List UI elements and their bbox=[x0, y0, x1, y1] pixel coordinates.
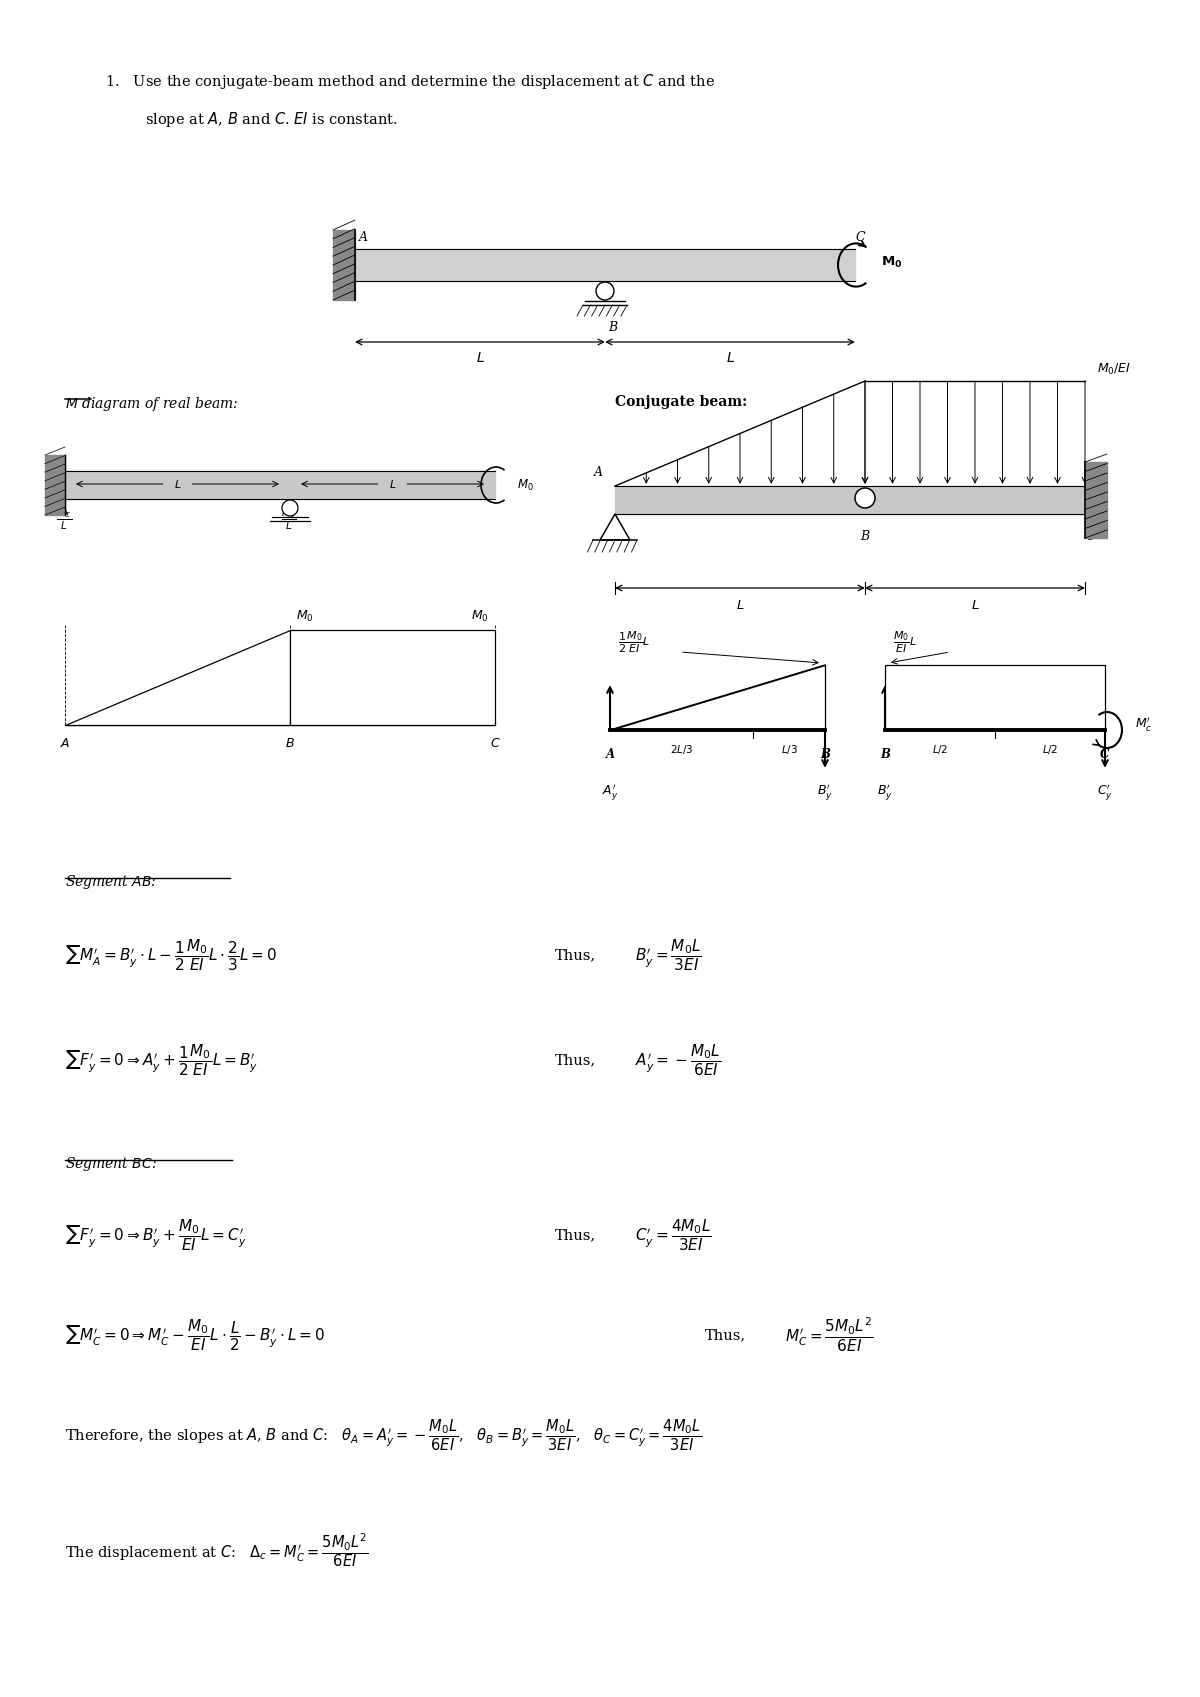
Text: $L$: $L$ bbox=[726, 351, 734, 365]
Text: $M_C^\prime = \dfrac{5M_0 L^2}{6EI}$: $M_C^\prime = \dfrac{5M_0 L^2}{6EI}$ bbox=[785, 1315, 874, 1354]
Text: B: B bbox=[608, 321, 618, 334]
Text: $\sum M_C^\prime = 0 \Rightarrow M_C^\prime - \dfrac{M_0}{EI}L \cdot \dfrac{L}{2: $\sum M_C^\prime = 0 \Rightarrow M_C^\pr… bbox=[65, 1317, 325, 1353]
Text: B: B bbox=[880, 748, 890, 760]
Text: Therefore, the slopes at $A$, $B$ and $C$:   $\theta_A = A_y^\prime = -\dfrac{M_: Therefore, the slopes at $A$, $B$ and $C… bbox=[65, 1417, 702, 1453]
Text: $\dfrac{M_0}{L}$: $\dfrac{M_0}{L}$ bbox=[281, 507, 296, 533]
Bar bbox=[46, 455, 65, 514]
Text: $L$: $L$ bbox=[736, 599, 744, 613]
Circle shape bbox=[596, 282, 614, 300]
Bar bbox=[616, 485, 1085, 514]
Text: $M$ diagram of real beam:: $M$ diagram of real beam: bbox=[65, 395, 239, 412]
Text: C: C bbox=[1085, 529, 1094, 543]
Text: $M_0$: $M_0$ bbox=[296, 609, 313, 624]
Text: The displacement at $C$:   $\Delta_c = M_C^\prime = \dfrac{5M_0 L^2}{6EI}$: The displacement at $C$: $\Delta_c = M_C… bbox=[65, 1531, 368, 1570]
Text: A: A bbox=[606, 748, 614, 760]
Text: $M_0$: $M_0$ bbox=[472, 609, 490, 624]
Text: $B$: $B$ bbox=[286, 736, 295, 750]
Text: $L$: $L$ bbox=[475, 351, 485, 365]
Polygon shape bbox=[610, 665, 826, 730]
Text: Thus,: Thus, bbox=[706, 1329, 746, 1342]
Text: $2L/3$: $2L/3$ bbox=[670, 743, 694, 755]
Text: A: A bbox=[359, 231, 367, 244]
Text: $\dfrac{M_0}{EI}L$: $\dfrac{M_0}{EI}L$ bbox=[893, 630, 917, 655]
Text: $B_{y}^{\prime}$: $B_{y}^{\prime}$ bbox=[877, 782, 893, 803]
Text: Segment $BC$:: Segment $BC$: bbox=[65, 1156, 157, 1173]
Text: Conjugate beam:: Conjugate beam: bbox=[616, 395, 748, 409]
Text: $A$: $A$ bbox=[60, 736, 70, 750]
Circle shape bbox=[282, 501, 298, 516]
Bar bbox=[332, 231, 355, 300]
Polygon shape bbox=[290, 630, 496, 725]
Bar bbox=[886, 665, 1105, 730]
Text: 1.   Use the conjugate-beam method and determine the displacement at $C$ and the: 1. Use the conjugate-beam method and det… bbox=[106, 71, 715, 92]
Text: $L$: $L$ bbox=[389, 479, 396, 490]
Text: $L/3$: $L/3$ bbox=[781, 743, 798, 755]
Text: $\sum F_y^\prime = 0 \Rightarrow B_y^\prime + \dfrac{M_0}{EI}L = C_y^\prime$: $\sum F_y^\prime = 0 \Rightarrow B_y^\pr… bbox=[65, 1217, 247, 1252]
Text: $B_{y}^{\prime}$: $B_{y}^{\prime}$ bbox=[817, 782, 833, 803]
Bar bbox=[1085, 462, 1108, 538]
Text: $A_{y}^{\prime}$: $A_{y}^{\prime}$ bbox=[601, 782, 618, 803]
Circle shape bbox=[854, 489, 875, 507]
Text: B: B bbox=[820, 748, 830, 760]
Text: $\dfrac{M_C}{L}$: $\dfrac{M_C}{L}$ bbox=[56, 507, 72, 533]
Text: $C_{y}^{\prime}$: $C_{y}^{\prime}$ bbox=[1097, 782, 1114, 803]
Text: $L/2$: $L/2$ bbox=[1042, 743, 1058, 755]
Text: C: C bbox=[1100, 748, 1110, 760]
Text: $M_0$: $M_0$ bbox=[517, 477, 534, 492]
Text: Thus,: Thus, bbox=[554, 949, 596, 962]
Text: $C$: $C$ bbox=[490, 736, 500, 750]
Text: $\dfrac{1}{2}\dfrac{M_0}{EI}L$: $\dfrac{1}{2}\dfrac{M_0}{EI}L$ bbox=[618, 630, 650, 655]
Text: C: C bbox=[856, 231, 865, 244]
Polygon shape bbox=[65, 630, 290, 725]
Text: Thus,: Thus, bbox=[554, 1054, 596, 1067]
Text: $C_y^\prime = \dfrac{4M_0 L}{3EI}$: $C_y^\prime = \dfrac{4M_0 L}{3EI}$ bbox=[635, 1217, 712, 1252]
Text: $L/2$: $L/2$ bbox=[931, 743, 948, 755]
Text: $\mathbf{M_0}$: $\mathbf{M_0}$ bbox=[881, 255, 902, 270]
Text: $\sum F_y^\prime = 0 \Rightarrow A_y^\prime + \dfrac{1}{2}\dfrac{M_0}{EI}L = B_y: $\sum F_y^\prime = 0 \Rightarrow A_y^\pr… bbox=[65, 1042, 258, 1078]
Text: $A_y^\prime = -\dfrac{M_0 L}{6EI}$: $A_y^\prime = -\dfrac{M_0 L}{6EI}$ bbox=[635, 1042, 721, 1078]
Text: $M_0/EI$: $M_0/EI$ bbox=[1097, 361, 1132, 377]
Text: $B_y^\prime = \dfrac{M_0 L}{3EI}$: $B_y^\prime = \dfrac{M_0 L}{3EI}$ bbox=[635, 937, 702, 972]
Polygon shape bbox=[600, 514, 630, 540]
Text: $L$: $L$ bbox=[971, 599, 979, 613]
Text: $L$: $L$ bbox=[174, 479, 181, 490]
Text: A: A bbox=[594, 467, 604, 479]
Bar bbox=[355, 249, 856, 282]
Text: B: B bbox=[860, 529, 870, 543]
Text: $\sum M_A^\prime = B_y^\prime \cdot L - \dfrac{1}{2}\dfrac{M_0}{EI}L \cdot \dfra: $\sum M_A^\prime = B_y^\prime \cdot L - … bbox=[65, 937, 277, 972]
Text: slope at $A$, $B$ and $C$. $EI$ is constant.: slope at $A$, $B$ and $C$. $EI$ is const… bbox=[145, 110, 397, 129]
Bar bbox=[65, 472, 496, 499]
Text: $M_c^{\prime}$: $M_c^{\prime}$ bbox=[1135, 714, 1152, 733]
Text: Segment $AB$:: Segment $AB$: bbox=[65, 872, 157, 891]
Text: Thus,: Thus, bbox=[554, 1229, 596, 1242]
